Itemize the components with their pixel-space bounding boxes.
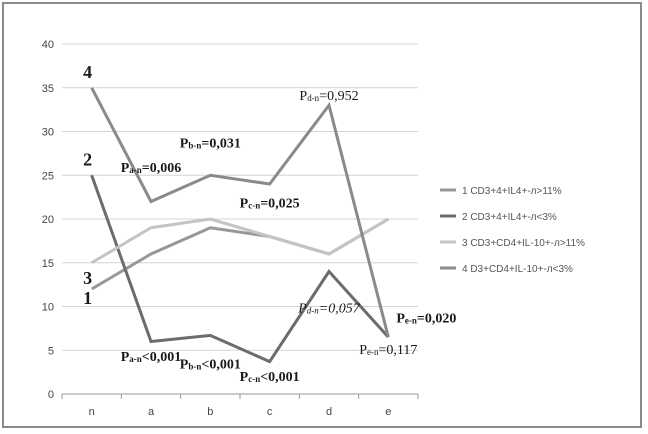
y-tick-label: 10: [42, 302, 54, 314]
series-end-label: 4: [83, 62, 92, 82]
x-tick-label: a: [148, 406, 155, 418]
p-value-annotation: Pb-n=0,031: [180, 136, 241, 151]
y-tick-label: 40: [42, 39, 54, 51]
y-tick-label: 35: [42, 83, 54, 95]
series-line: [90, 217, 390, 291]
y-tick-label: 5: [48, 345, 54, 357]
y-tick-label: 25: [42, 170, 54, 182]
p-value-annotation: Pc-n=0,025: [240, 197, 300, 212]
p-value-annotation: Pc-n<0,001: [240, 370, 300, 385]
legend-label: 3 CD3+CD4+IL-10+-л>11%: [462, 238, 585, 249]
y-tick-label: 15: [42, 258, 54, 270]
p-value-annotation: Pe-n=0,117: [359, 343, 417, 358]
legend-label: 1 CD3+4+IL4+-л>11%: [462, 186, 562, 197]
x-tick-label: d: [326, 406, 332, 418]
x-tick-label: b: [207, 406, 213, 418]
p-value-annotation: Pa-n<0,001: [121, 350, 182, 365]
x-tick-label: c: [267, 406, 273, 418]
y-tick-label: 30: [42, 127, 54, 139]
y-tick-label: 20: [42, 214, 54, 226]
p-value-annotation: Pd-n=0,057: [297, 302, 361, 317]
series-line: [90, 87, 390, 338]
series-end-label: 2: [83, 149, 92, 169]
legend-label: 4 D3+CD4+IL-10+-л<3%: [462, 264, 573, 275]
x-tick-label: e: [385, 406, 391, 418]
p-value-annotation: Pb-n<0,001: [180, 358, 241, 373]
series-line: [90, 217, 390, 265]
series-end-label: 3: [83, 268, 92, 288]
x-tick-label: n: [89, 406, 95, 418]
chart-frame: [2, 2, 642, 428]
p-value-annotation: Pe-n=0,020: [396, 311, 456, 326]
series-line: [90, 174, 390, 364]
series-end-label: 1: [83, 288, 92, 308]
y-tick-label: 0: [48, 389, 54, 401]
legend-label: 2 CD3+4+IL4+-л<3%: [462, 212, 557, 223]
p-value-annotation: Pd-n=0,952: [299, 89, 358, 104]
p-value-annotation: Pa-n=0,006: [121, 161, 182, 176]
